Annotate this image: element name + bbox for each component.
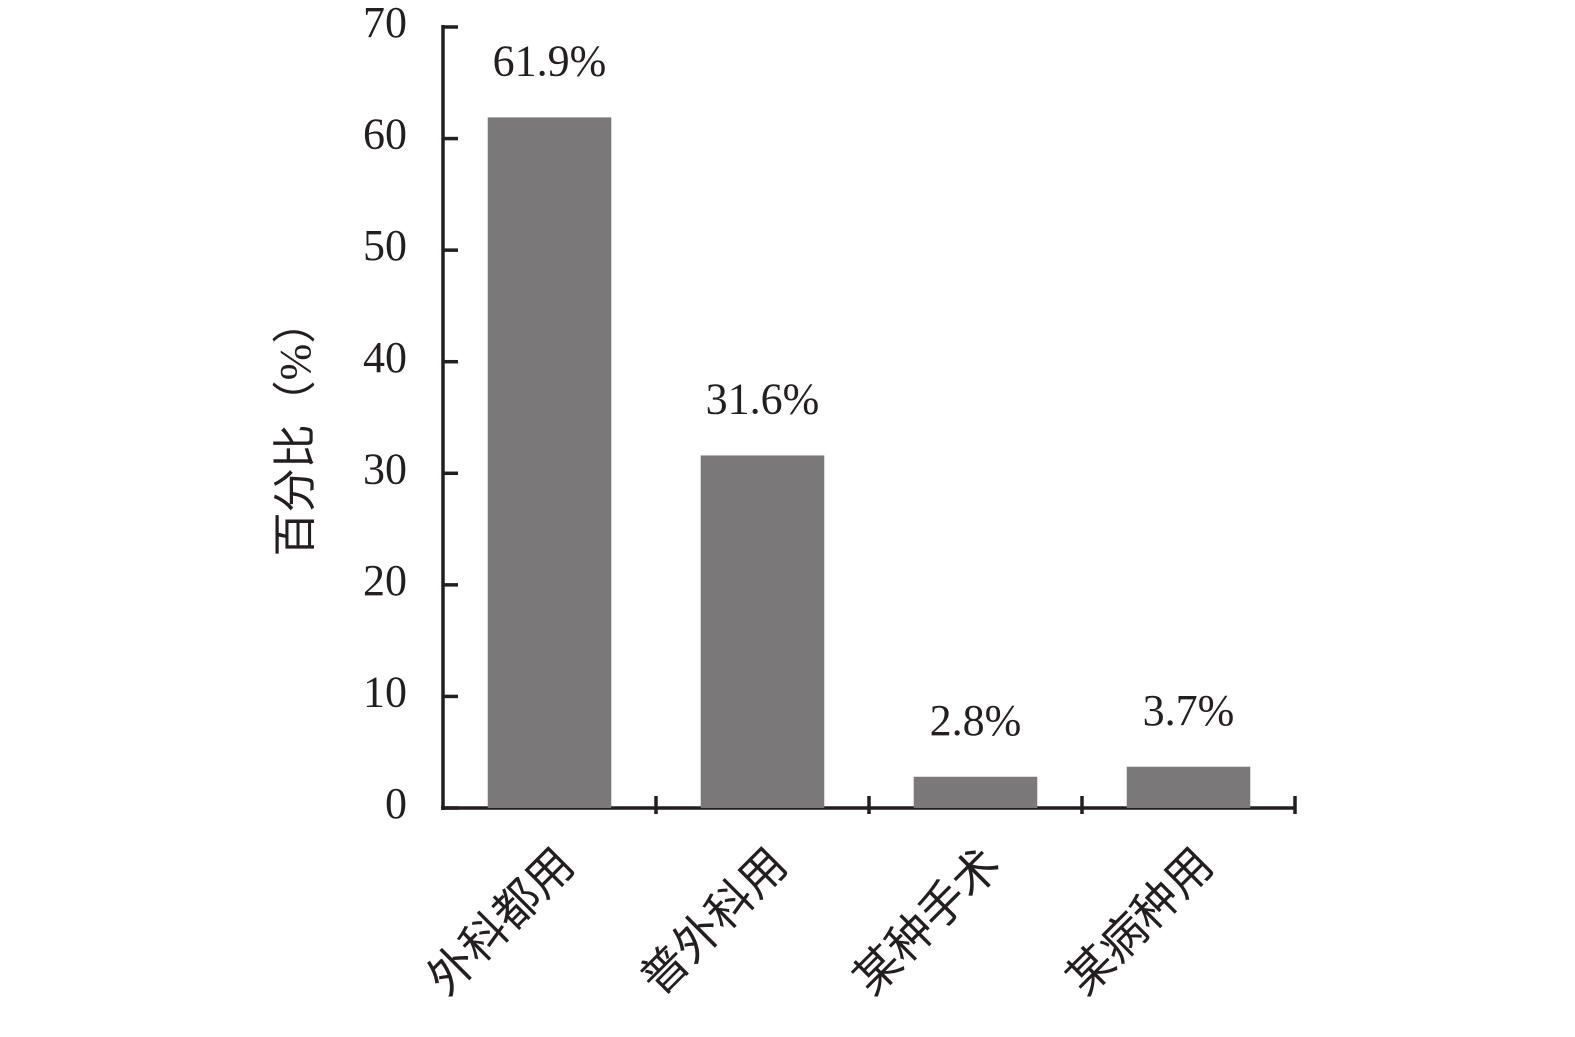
y-tick-label: 40 [363,333,407,382]
x-tick-label: 外科都用 [418,838,584,1004]
y-tick-label: 20 [363,556,407,605]
x-tick-label: 某种手术 [844,838,1010,1004]
bar [1126,766,1251,808]
bar [700,455,825,808]
y-axis-label: 百分比（%） [271,300,320,557]
x-tick-label: 普外科用 [631,838,797,1004]
bar [487,117,612,808]
value-label: 31.6% [706,375,820,424]
y-tick-label: 10 [363,668,407,717]
value-label: 61.9% [493,36,607,85]
y-tick-label: 0 [385,779,407,828]
value-label: 2.8% [930,696,1022,745]
y-tick-label: 50 [363,221,407,270]
value-label: 3.7% [1143,686,1235,735]
bar [913,776,1038,808]
y-tick-label: 60 [363,110,407,159]
x-tick-label: 某病种用 [1057,838,1223,1004]
y-tick-label: 30 [363,444,407,493]
y-tick-label: 70 [363,0,407,47]
